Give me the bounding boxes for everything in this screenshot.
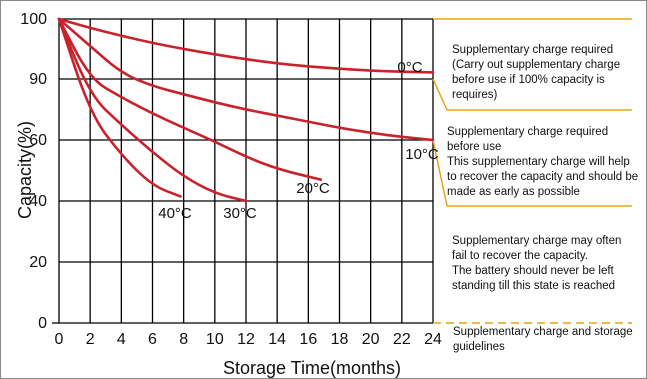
x-tick-label: 6 xyxy=(148,331,157,348)
y-tick-label: 100 xyxy=(20,11,47,28)
y-tick-label: 90 xyxy=(29,71,47,88)
x-tick-label: 12 xyxy=(237,331,255,348)
y-axis-label: Capacity(%) xyxy=(15,121,35,219)
x-tick-label: 18 xyxy=(331,331,349,348)
x-axis-label: Storage Time(months) xyxy=(223,358,401,378)
x-tick-label: 24 xyxy=(424,331,442,348)
x-tick-label: 14 xyxy=(268,331,286,348)
x-tick-label: 22 xyxy=(393,331,411,348)
series-line-0 xyxy=(57,17,435,74)
bracket-line xyxy=(432,139,448,207)
y-tick-label: 60 xyxy=(29,132,47,149)
series-line-3 xyxy=(57,17,248,203)
bracket-line xyxy=(432,78,448,111)
series-line-1 xyxy=(57,17,435,142)
series-line-2 xyxy=(57,17,323,181)
x-tick-label: 8 xyxy=(179,331,188,348)
y-tick-label: 20 xyxy=(29,254,47,271)
x-tick-label: 10 xyxy=(206,331,224,348)
x-tick-label: 0 xyxy=(55,331,64,348)
series-lines: 0°C 10°C 20°C 30°C 40°C xyxy=(57,17,439,222)
annotation-brackets xyxy=(432,18,632,324)
series-label-2: 20°C xyxy=(296,180,330,197)
x-tick-label: 16 xyxy=(299,331,317,348)
x-tick-label: 4 xyxy=(117,331,126,348)
series-label-3: 30°C xyxy=(223,205,257,222)
annotation-note-3: Supplementary charge may often fail to r… xyxy=(452,235,622,292)
series-label-0: 0°C xyxy=(397,59,422,76)
annotation-note-1: Supplementary charge required (Carry out… xyxy=(452,44,621,101)
grid xyxy=(52,18,434,324)
series-label-1: 10°C xyxy=(405,146,439,163)
annotation-note-2: Supplementary charge required before use… xyxy=(447,126,639,198)
y-tick-label: 40 xyxy=(29,193,47,210)
y-tick-label: 0 xyxy=(38,315,47,332)
x-tick-label: 20 xyxy=(362,331,380,348)
series-line-4 xyxy=(57,17,182,198)
series-label-4: 40°C xyxy=(158,205,192,222)
annotation-note-4: Supplementary charge and storage guideli… xyxy=(453,326,633,353)
x-tick-label: 2 xyxy=(86,331,95,348)
